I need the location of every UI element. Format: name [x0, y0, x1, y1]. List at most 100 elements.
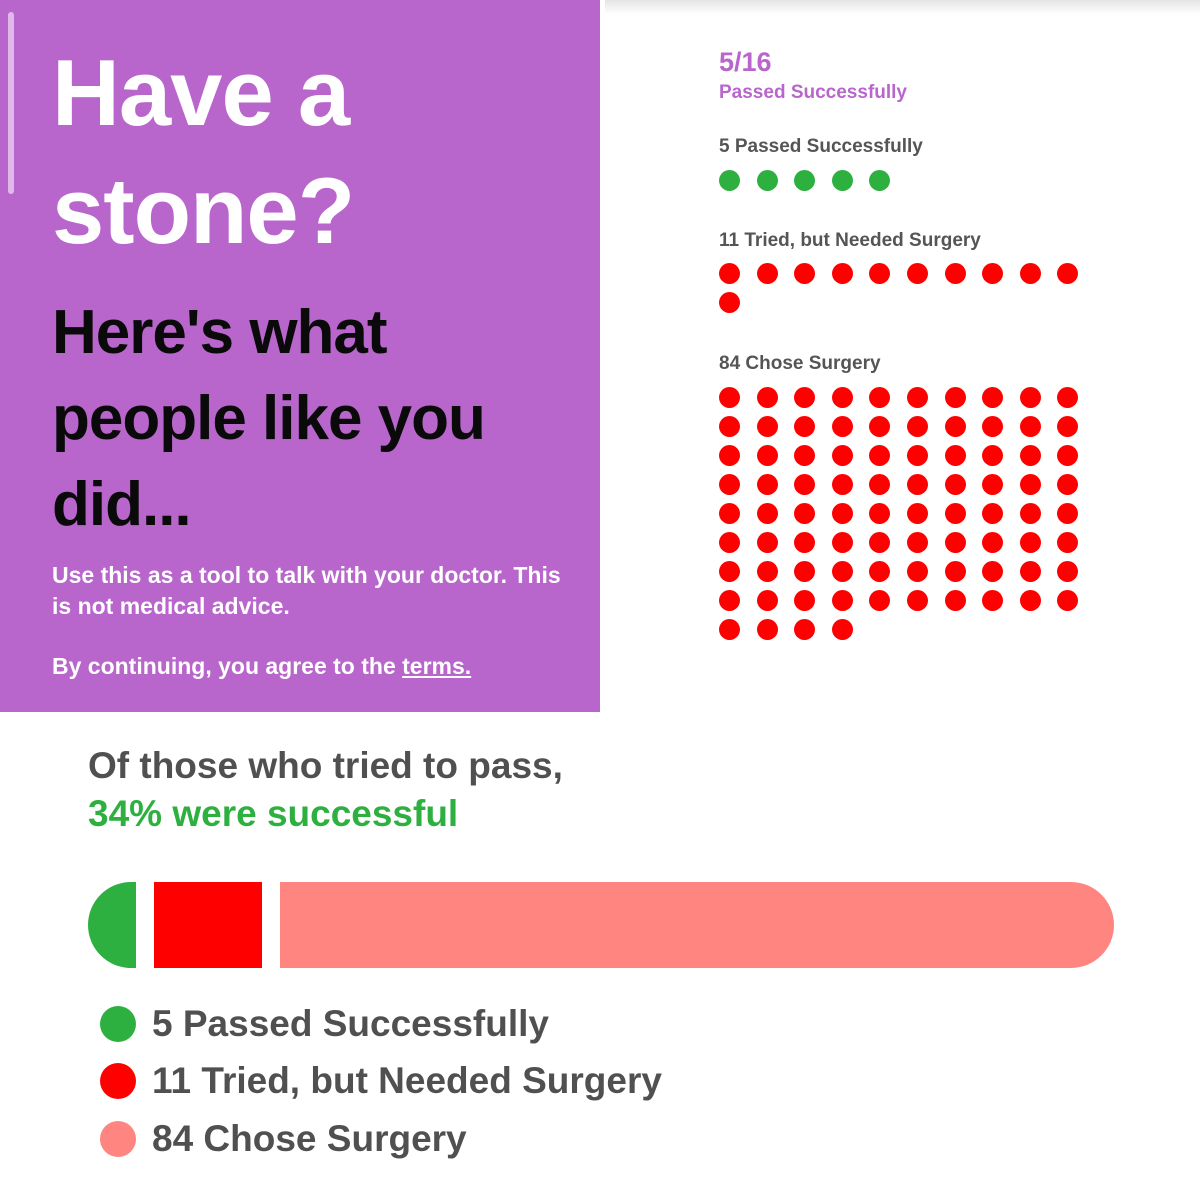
person-dot — [907, 387, 928, 408]
person-dot — [756, 503, 778, 524]
bar-segment-passed — [88, 882, 136, 968]
legend-dot — [100, 1121, 136, 1157]
person-dot — [1057, 445, 1079, 466]
terms-prefix: By continuing, you agree to the — [52, 653, 403, 679]
person-dot — [982, 263, 1004, 284]
person-dot — [907, 474, 928, 495]
person-dot — [982, 532, 1004, 553]
person-dot — [1019, 263, 1041, 284]
person-dot — [982, 387, 1004, 408]
person-dot — [869, 445, 891, 466]
person-dot — [1019, 532, 1041, 553]
person-dot — [1019, 445, 1041, 466]
person-dot — [907, 561, 928, 582]
person-dot — [944, 590, 966, 611]
person-dot — [869, 170, 891, 191]
person-dot — [869, 387, 891, 408]
person-dot — [831, 474, 853, 495]
result-heading: Of those who tried to pass, — [88, 745, 563, 786]
person-dot — [982, 445, 1004, 466]
person-dot — [756, 263, 778, 284]
legend-dot — [100, 1063, 136, 1099]
person-dot — [944, 503, 966, 524]
header-shadow — [605, 0, 1200, 14]
person-dot — [794, 503, 816, 524]
person-dot — [982, 590, 1004, 611]
person-dot — [719, 619, 740, 640]
person-dot — [794, 445, 816, 466]
person-dot — [719, 503, 740, 524]
person-dot — [831, 263, 853, 284]
person-dot — [1057, 474, 1079, 495]
person-dot — [831, 170, 853, 191]
person-dot — [869, 263, 891, 284]
person-dot — [869, 561, 891, 582]
person-dot — [907, 590, 928, 611]
intro-panel: Have a stone? Here's what people like yo… — [0, 0, 600, 712]
person-dot — [794, 387, 816, 408]
hero-subtitle: Here's what people like you did... — [52, 298, 486, 539]
person-dot — [756, 590, 778, 611]
person-dot — [1057, 387, 1079, 408]
person-dot — [1057, 532, 1079, 553]
person-dot — [794, 619, 816, 640]
person-dot — [1019, 387, 1041, 408]
person-dot — [756, 387, 778, 408]
person-dot — [831, 503, 853, 524]
person-dot — [719, 590, 740, 611]
person-dot — [944, 387, 966, 408]
terms-link[interactable]: terms. — [402, 653, 472, 679]
person-dot — [756, 445, 778, 466]
person-dot — [794, 561, 816, 582]
person-dot — [944, 561, 966, 582]
person-dot — [719, 170, 740, 191]
person-dot — [907, 532, 928, 553]
person-dot — [794, 474, 816, 495]
person-dot — [831, 387, 853, 408]
person-dot — [1057, 561, 1079, 582]
scroll-indicator[interactable] — [8, 12, 14, 194]
person-dot — [944, 263, 966, 284]
person-dot — [869, 590, 891, 611]
person-dot — [1057, 263, 1079, 284]
person-dot — [719, 387, 740, 408]
person-dot — [719, 445, 740, 466]
person-dot — [869, 532, 891, 553]
person-dot — [907, 445, 928, 466]
person-dot — [982, 474, 1004, 495]
person-dot — [1019, 503, 1041, 524]
person-dot — [982, 561, 1004, 582]
person-dot — [719, 416, 740, 437]
group-label-chose: 84 Chose Surgery — [719, 353, 881, 374]
person-dot — [831, 619, 853, 640]
person-dot — [756, 619, 778, 640]
legend-dot — [100, 1006, 136, 1042]
bar-segment-tried — [154, 882, 262, 968]
result-success-rate: 34% were successful — [88, 793, 459, 834]
person-dot — [944, 416, 966, 437]
disclaimer-text: Use this as a tool to talk with your doc… — [52, 562, 561, 619]
person-dot — [907, 503, 928, 524]
person-dot — [756, 474, 778, 495]
person-dot — [831, 561, 853, 582]
person-dot — [1019, 474, 1041, 495]
person-dot — [719, 474, 740, 495]
terms-notice: By continuing, you agree to the terms. — [52, 651, 471, 682]
person-dot — [719, 263, 740, 284]
person-dot — [756, 170, 778, 191]
legend-label: 5 Passed Successfully — [152, 1003, 549, 1044]
person-dot — [982, 416, 1004, 437]
person-dot — [831, 416, 853, 437]
person-dot — [756, 532, 778, 553]
person-dot — [869, 416, 891, 437]
legend-item-chose: 84 Chose Surgery — [100, 1117, 467, 1161]
group-label-tried: 11 Tried, but Needed Surgery — [719, 230, 981, 251]
group-label-passed: 5 Passed Successfully — [719, 136, 923, 157]
summary-caption: Passed Successfully — [719, 82, 907, 103]
person-dot — [907, 263, 928, 284]
legend-item-passed: 5 Passed Successfully — [100, 1002, 549, 1046]
person-dot — [719, 292, 740, 313]
person-dot — [982, 503, 1004, 524]
person-dot — [1057, 416, 1079, 437]
person-dot — [907, 416, 928, 437]
